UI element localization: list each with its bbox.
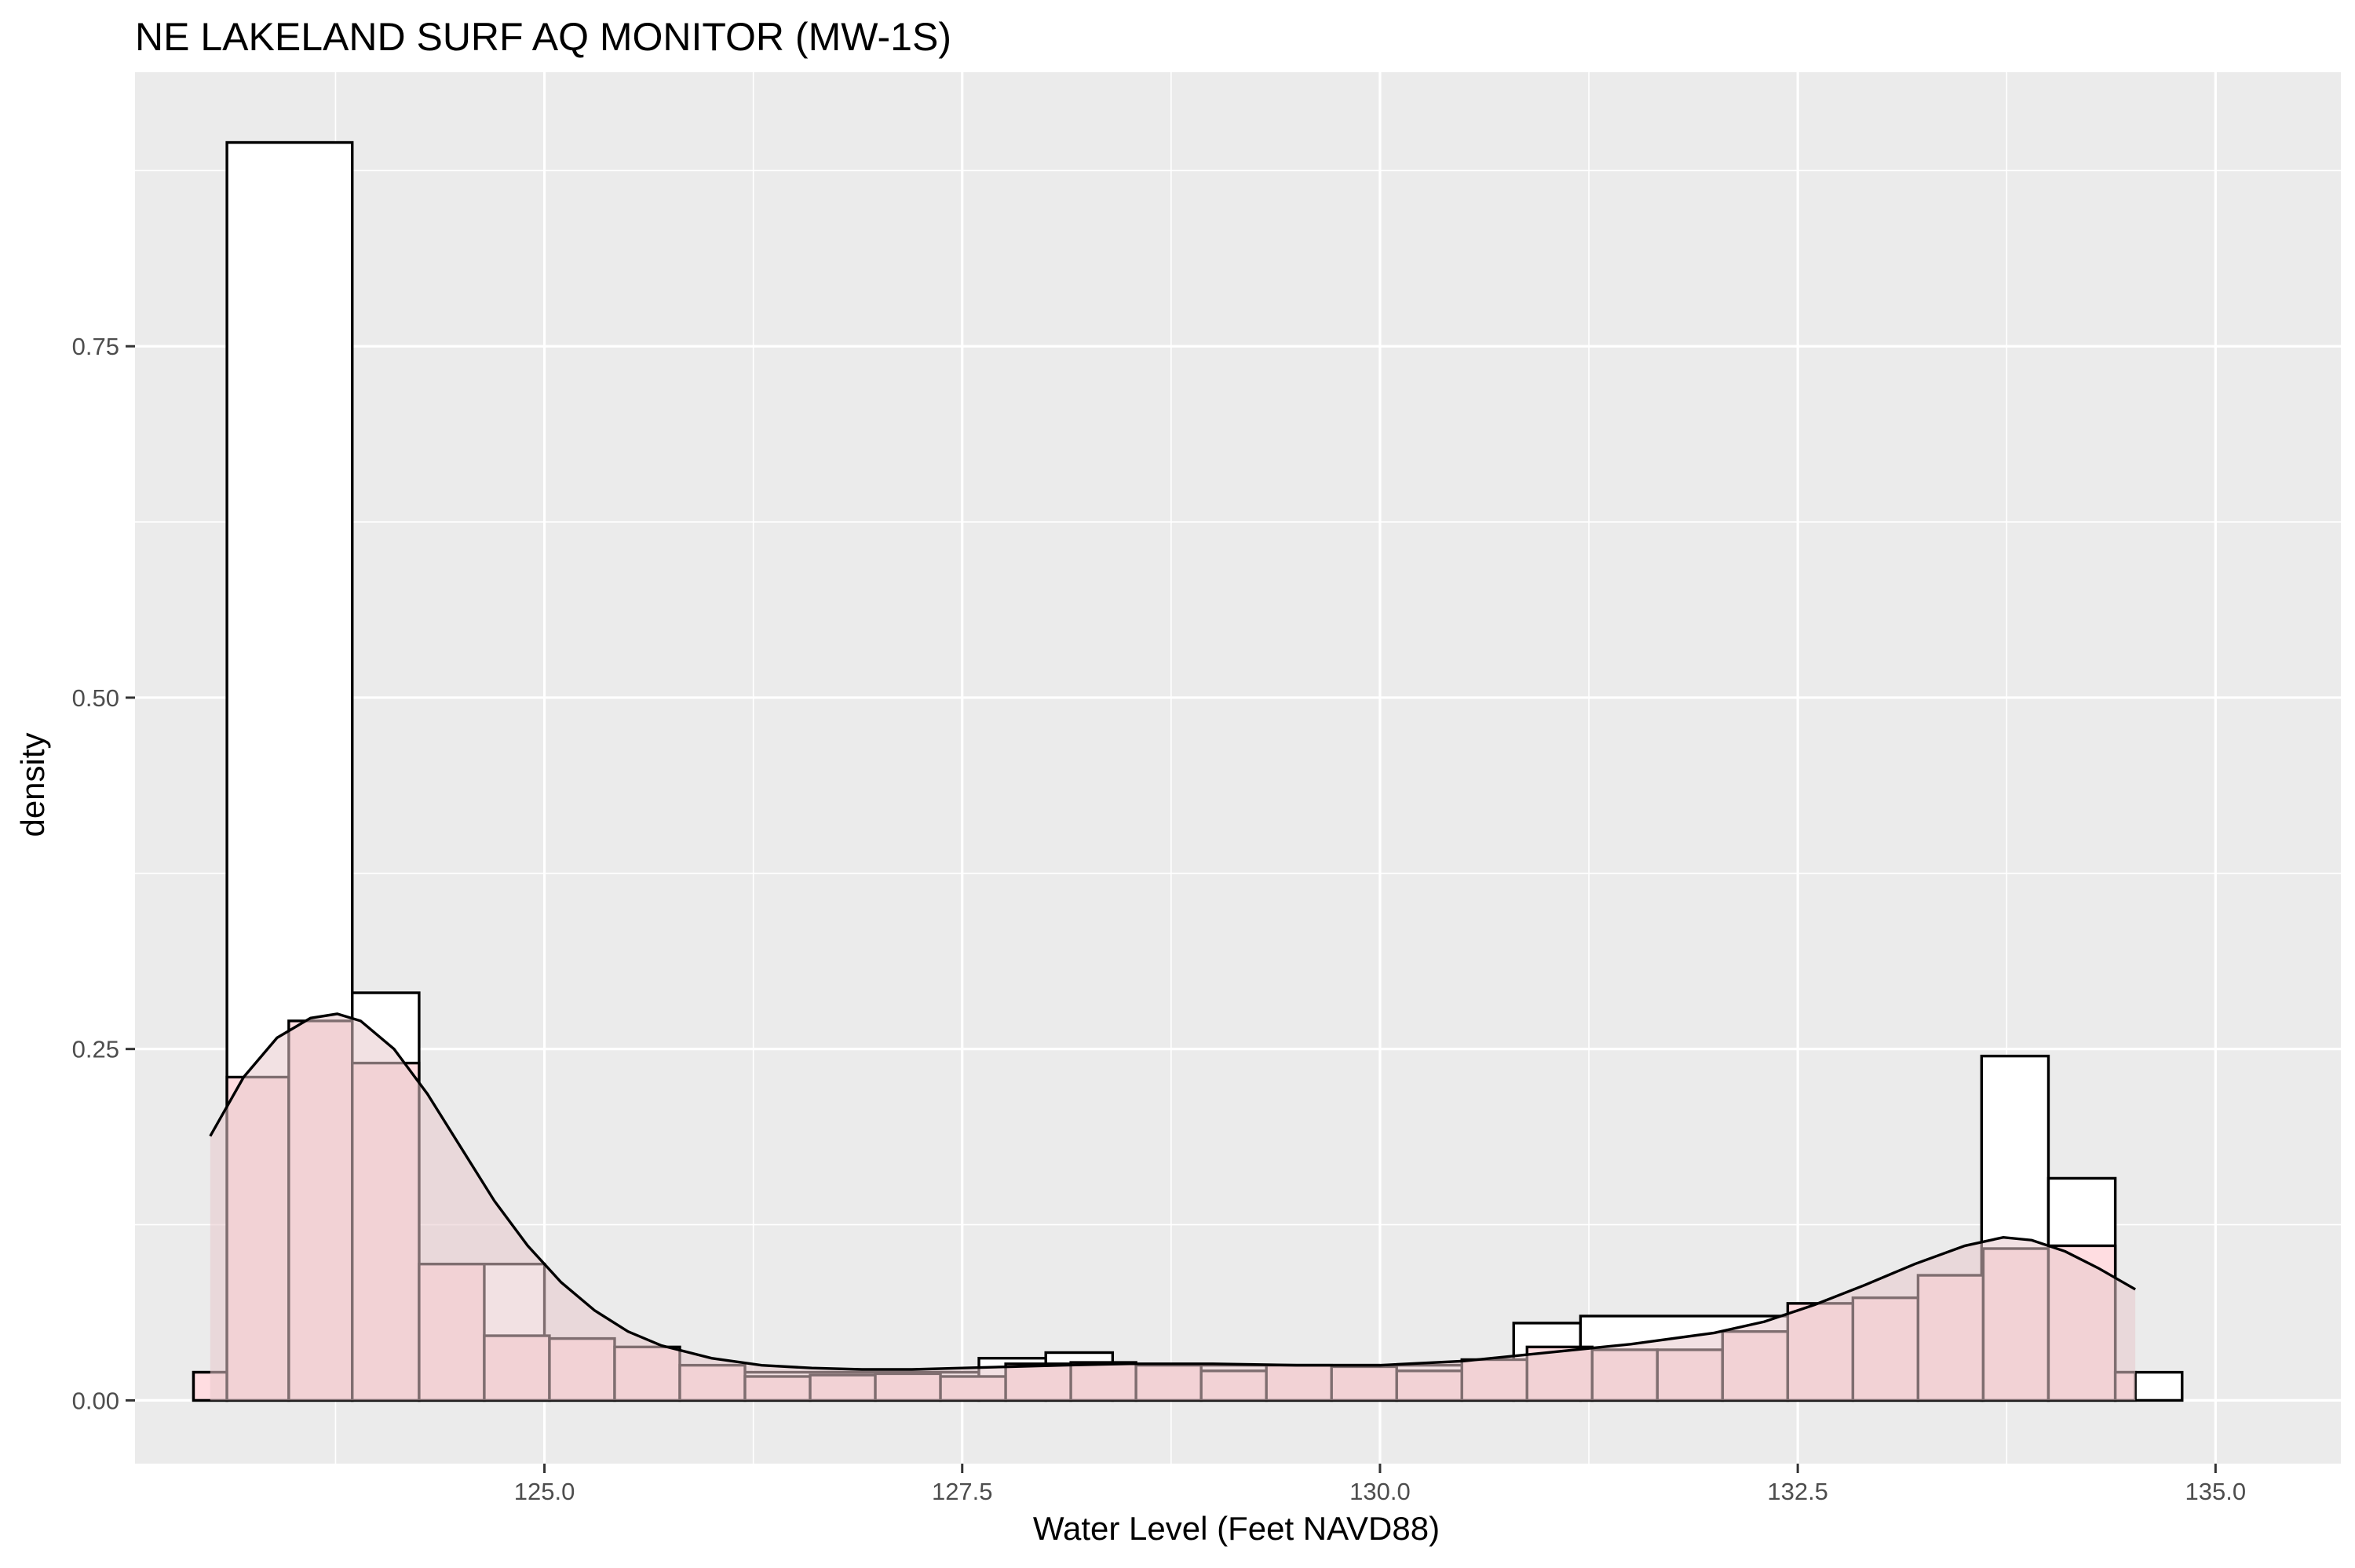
y-tick-label: 0.50 [72, 684, 119, 712]
y-tick-label: 0.00 [72, 1387, 119, 1414]
x-tick-label: 130.0 [1349, 1478, 1411, 1505]
x-tick-label: 125.0 [514, 1478, 575, 1505]
chart-title: NE LAKELAND SURF AQ MONITOR (MW-1S) [135, 15, 951, 59]
density-curve-layer [209, 1012, 2137, 1401]
y-tick-label: 0.75 [72, 333, 119, 360]
axes: 125.0 127.5 130.0 132.5 135.0 0.00 0.25 0.50 0.7… [72, 333, 2246, 1505]
density-area [210, 1013, 2136, 1401]
x-tick-label: 127.5 [932, 1478, 993, 1505]
x-tick-label: 135.0 [2185, 1478, 2247, 1505]
x-axis-title: Water Level (Feet NAVD88) [1033, 1510, 1440, 1547]
x-tick-label: 132.5 [1767, 1478, 1828, 1505]
y-tick-label: 0.25 [72, 1036, 119, 1063]
y-axis-title: density [14, 732, 51, 837]
density-curve [209, 1012, 2137, 1371]
